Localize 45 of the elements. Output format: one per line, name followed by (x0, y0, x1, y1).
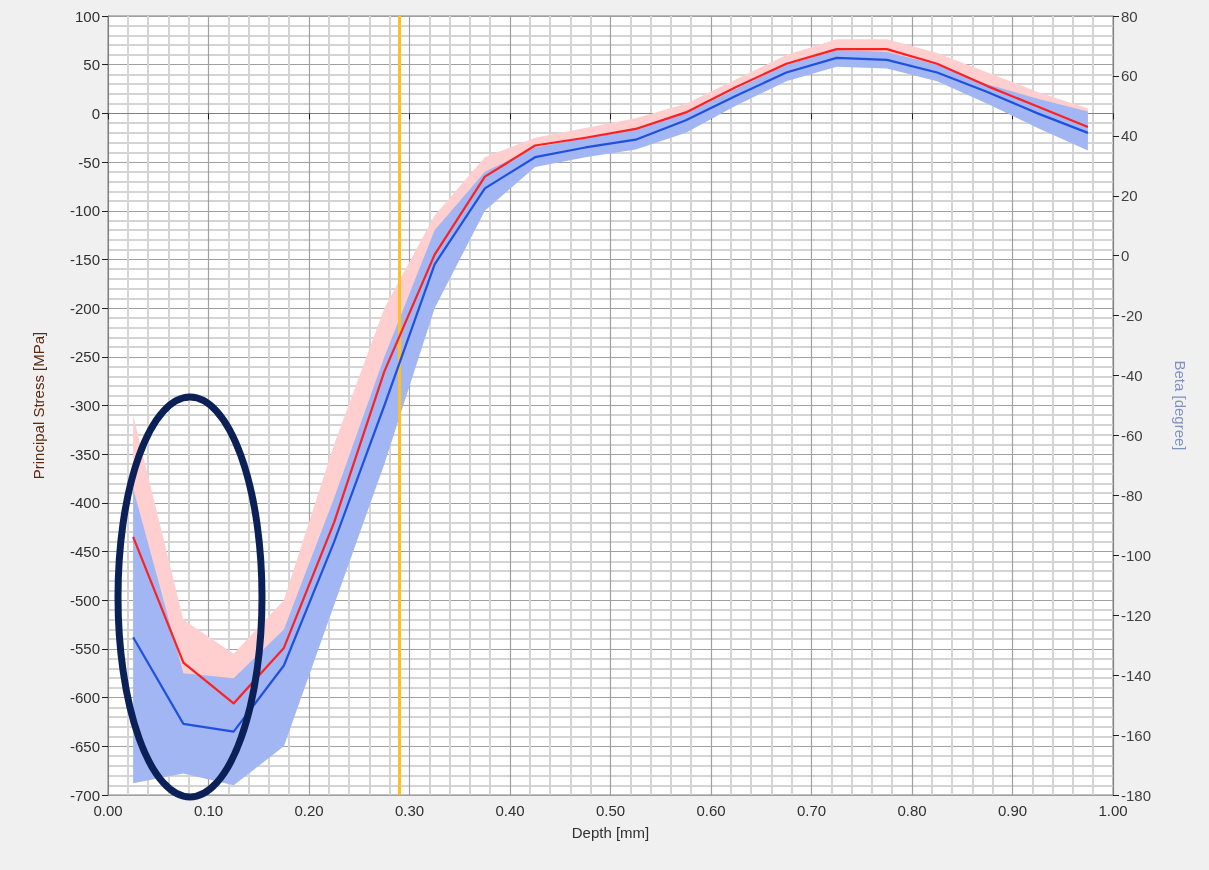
y2-tick-label: -60 (1121, 426, 1143, 444)
y-tick-label: 100 (74, 7, 100, 25)
y-tick-label: -450 (69, 543, 100, 561)
y2-tick-label: -180 (1121, 786, 1152, 804)
y-tick-label: -700 (69, 786, 100, 804)
y-tick-label: -600 (69, 689, 100, 707)
y-tick-label: 0 (91, 104, 100, 122)
x-tick-label: 0.60 (696, 802, 726, 819)
y2-tick-label: -140 (1121, 666, 1152, 684)
y-tick-label: -350 (69, 445, 100, 463)
y-tick-label: -150 (69, 250, 100, 268)
x-axis-title: Depth [mm] (571, 824, 650, 841)
x-tick-label: 0.50 (595, 802, 626, 819)
y2-tick-label: -80 (1121, 486, 1143, 504)
y-tick-label: -250 (69, 348, 100, 366)
y-tick-label: -50 (78, 153, 100, 171)
y-tick-label: -200 (69, 299, 100, 317)
y-tick-label: -400 (69, 494, 100, 512)
x-tick-label: 0.80 (897, 802, 927, 819)
y2-tick-label: 20 (1121, 187, 1138, 205)
x-tick-label: 0.90 (997, 802, 1028, 819)
y2-tick-label: 40 (1121, 127, 1138, 145)
y2-tick-label: -40 (1121, 367, 1143, 385)
x-tick-label: 0.00 (93, 802, 123, 819)
y2-tick-label: -160 (1121, 726, 1152, 744)
y-tick-label: -650 (69, 737, 100, 755)
y2-tick-label: 60 (1121, 67, 1138, 85)
y-tick-label: -300 (69, 397, 100, 414)
y2-tick-label: -20 (1121, 307, 1143, 325)
y2-tick-label: -120 (1121, 606, 1152, 624)
y2-tick-label: 0 (1121, 247, 1130, 265)
y-tick-label: -100 (69, 202, 100, 220)
y-tick-label: -550 (69, 640, 100, 658)
x-tick-label: 0.30 (394, 802, 425, 819)
y2-axis-title: Beta [degree] (1172, 360, 1189, 451)
y-tick-label: -500 (69, 591, 100, 609)
y2-tick-label: 80 (1121, 7, 1138, 25)
y-axis-title: Principal Stress [MPa] (30, 331, 47, 480)
x-tick-label: 0.20 (294, 802, 324, 819)
y2-tick-label: -100 (1121, 546, 1152, 564)
x-tick-label: 1.00 (1098, 802, 1128, 819)
x-tick-label: 0.70 (796, 802, 827, 819)
x-tick-label: 0.40 (495, 802, 525, 819)
x-tick-label: 0.10 (193, 802, 224, 819)
y-tick-label: 50 (83, 56, 100, 74)
